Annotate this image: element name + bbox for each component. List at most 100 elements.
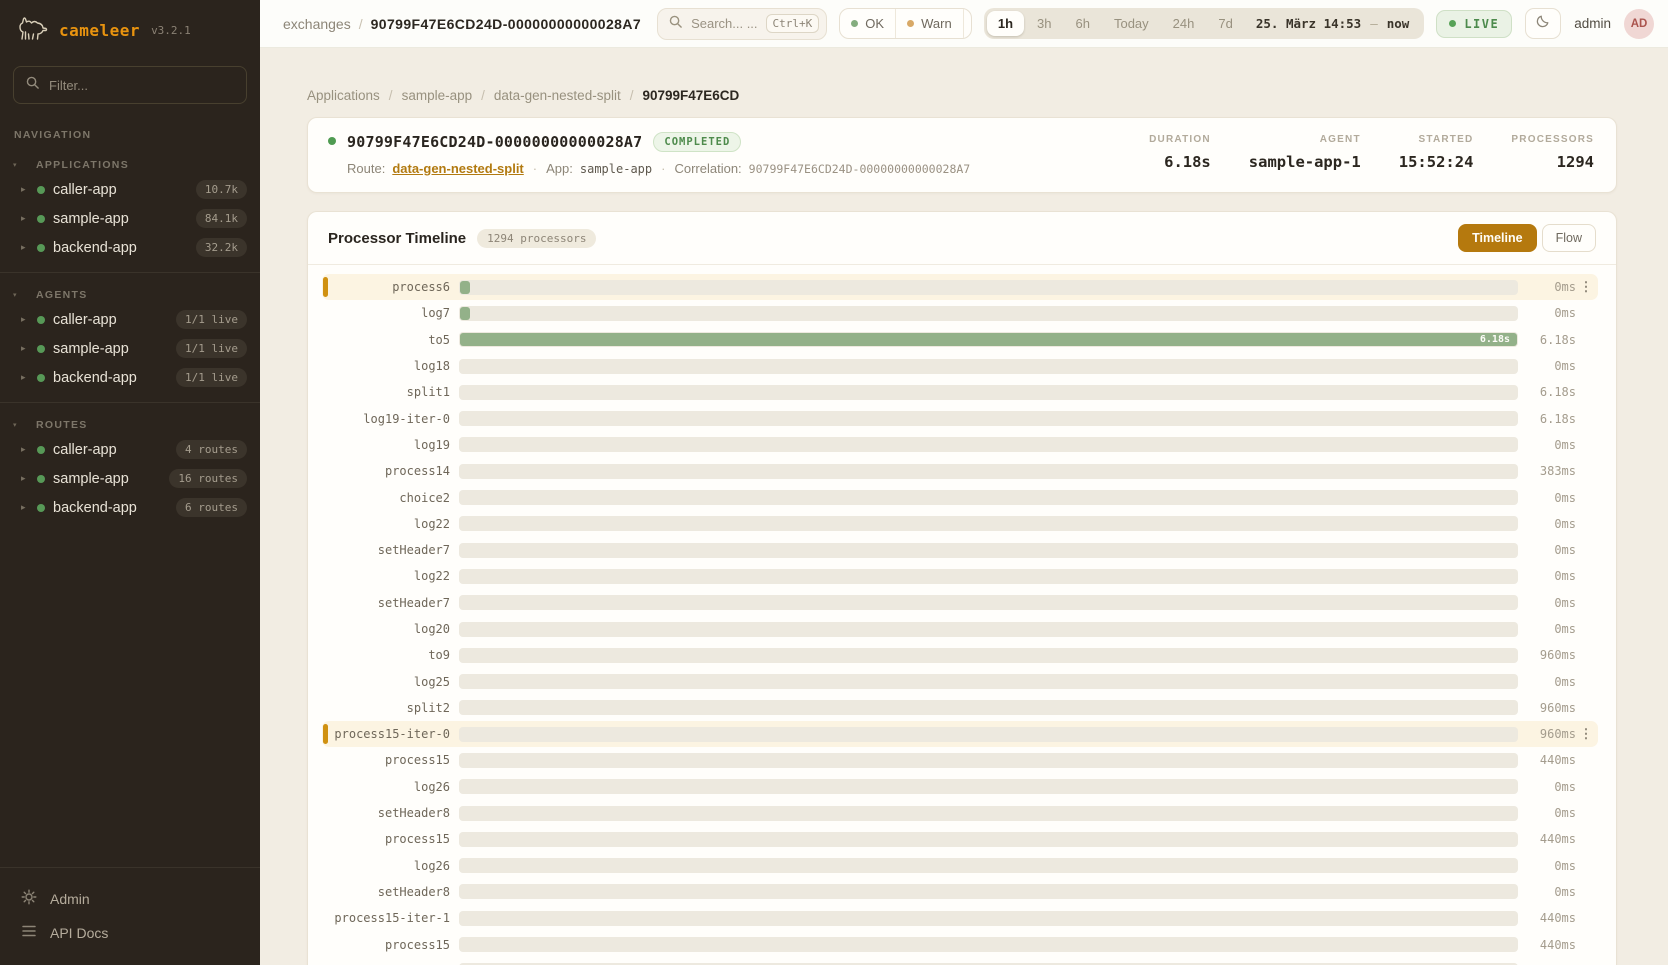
timeline-track xyxy=(459,384,1518,400)
timeline-row-process15[interactable]: process15 440ms ⋮ xyxy=(322,931,1598,957)
sidebar-section-header[interactable]: ▾ ROUTES xyxy=(0,409,260,435)
processor-name: log26 xyxy=(332,964,450,965)
timeline-row-setHeader8[interactable]: setHeader8 0ms ⋮ xyxy=(322,879,1598,905)
chevron-right-icon[interactable]: ▸ xyxy=(21,242,26,252)
timeline-row-setHeader8[interactable]: setHeader8 0ms ⋮ xyxy=(322,800,1598,826)
chevron-right-icon[interactable]: ▸ xyxy=(21,213,26,223)
exchange-stats: DURATION 6.18s AGENT sample-app-1 STARTE… xyxy=(1149,132,1594,176)
timeline-track xyxy=(459,858,1518,874)
timeline-row-log19-iter-0[interactable]: log19-iter-0 6.18s ⋮ xyxy=(322,405,1598,431)
chevron-right-icon[interactable]: ▸ xyxy=(21,314,26,324)
breadcrumb-sample-app[interactable]: sample-app xyxy=(401,88,473,103)
status-filter-warn[interactable]: Warn xyxy=(895,9,963,38)
timeline-row-split1[interactable]: split1 6.18s ⋮ xyxy=(322,379,1598,405)
duration-value: 0ms xyxy=(1554,622,1576,636)
timeline-row-process14[interactable]: process14 383ms ⋮ xyxy=(322,458,1598,484)
sidebar-item-caller-app[interactable]: ▸ caller-app 4 routes xyxy=(0,435,260,464)
sidebar-section-label: APPLICATIONS xyxy=(36,159,129,171)
timeline-row-log26[interactable]: log26 0ms ⋮ xyxy=(322,958,1598,965)
sidebar-item-backend-app[interactable]: ▸ backend-app 6 routes xyxy=(0,493,260,522)
chevron-down-icon[interactable]: ▾ xyxy=(13,422,17,429)
time-range-today[interactable]: Today xyxy=(1113,16,1149,31)
time-range-24h[interactable]: 24h xyxy=(1172,16,1195,31)
app-value: sample-app xyxy=(579,162,653,176)
timeline-row-process15-iter-0[interactable]: process15-iter-0 960ms ⋮ xyxy=(322,721,1598,748)
timeline-row-process15[interactable]: process15 440ms ⋮ xyxy=(322,826,1598,852)
sidebar-item-badge: 1/1 live xyxy=(176,368,247,387)
logo[interactable]: cameleer v3.2.1 xyxy=(0,0,260,54)
sidebar-item-sample-app[interactable]: ▸ sample-app 16 routes xyxy=(0,464,260,493)
avatar[interactable]: AD xyxy=(1624,8,1654,39)
row-menu-icon[interactable]: ⋮ xyxy=(1579,279,1593,295)
sidebar-item-badge: 4 routes xyxy=(176,440,247,459)
chevron-right-icon[interactable]: ▸ xyxy=(21,343,26,353)
breadcrumb-applications[interactable]: Applications xyxy=(307,88,380,103)
time-range-7d[interactable]: 7d xyxy=(1218,16,1233,31)
processor-name: log26 xyxy=(413,779,450,794)
sidebar-section-header[interactable]: ▾ APPLICATIONS xyxy=(0,149,260,175)
timeline-row-log26[interactable]: log26 0ms ⋮ xyxy=(322,853,1598,879)
timeline-row-process15-iter-1[interactable]: process15-iter-1 440ms ⋮ xyxy=(322,905,1598,931)
sidebar-section-header[interactable]: ▾ AGENTS xyxy=(0,279,260,305)
sidebar-item-sample-app[interactable]: ▸ sample-app 84.1k xyxy=(0,204,260,233)
chevron-right-icon[interactable]: ▸ xyxy=(21,444,26,454)
timeline-row-log26[interactable]: log26 0ms ⋮ xyxy=(322,774,1598,800)
status-filter-ok[interactable]: OK xyxy=(840,9,895,38)
sidebar-item-caller-app[interactable]: ▸ caller-app 1/1 live xyxy=(0,305,260,334)
live-badge[interactable]: LIVE xyxy=(1436,9,1513,38)
time-range-1h[interactable]: 1h xyxy=(986,11,1025,36)
tab-flow[interactable]: Flow xyxy=(1541,224,1596,252)
duration-value: 0ms xyxy=(1554,595,1576,610)
user-name[interactable]: admin xyxy=(1574,16,1611,31)
duration-bar xyxy=(460,280,470,294)
sidebar-item-api-docs[interactable]: API Docs xyxy=(0,916,260,949)
timeline-row-split2[interactable]: split2 960ms ⋮ xyxy=(322,695,1598,721)
duration-value: 960ms xyxy=(1539,700,1576,715)
timeline-row-choice2[interactable]: choice2 0ms ⋮ xyxy=(322,484,1598,510)
sidebar-item-backend-app[interactable]: ▸ backend-app 32.2k xyxy=(0,233,260,262)
timeline-row-log19[interactable]: log19 0ms ⋮ xyxy=(322,432,1598,458)
search-input[interactable]: Search... ... Ctrl+K xyxy=(657,7,828,40)
timeline-track xyxy=(459,805,1518,821)
sidebar-item-backend-app[interactable]: ▸ backend-app 1/1 live xyxy=(0,363,260,392)
timeline-row-setHeader7[interactable]: setHeader7 0ms ⋮ xyxy=(322,537,1598,563)
breadcrumb-exchanges[interactable]: exchanges xyxy=(283,15,351,32)
timeline-row-log22[interactable]: log22 0ms ⋮ xyxy=(322,511,1598,537)
chevron-right-icon[interactable]: ▸ xyxy=(21,473,26,483)
breadcrumb-route[interactable]: data-gen-nested-split xyxy=(493,88,621,103)
row-menu-icon[interactable]: ⋮ xyxy=(1579,726,1593,742)
status-filter-group: OK Warn Error xyxy=(839,8,972,39)
chevron-right-icon[interactable]: ▸ xyxy=(21,502,26,512)
timeline-row-log22[interactable]: log22 0ms ⋮ xyxy=(322,563,1598,589)
timeline-row-log20[interactable]: log20 0ms ⋮ xyxy=(322,616,1598,642)
sidebar-item-label: caller-app xyxy=(53,181,117,198)
status-filter-error[interactable]: Error xyxy=(962,9,971,38)
timeline-row-log7[interactable]: log7 0ms ⋮ xyxy=(322,300,1598,326)
moon-icon xyxy=(1535,13,1551,34)
time-range-3h[interactable]: 3h xyxy=(1037,16,1052,31)
chevron-down-icon[interactable]: ▾ xyxy=(13,292,17,299)
sidebar-filter[interactable] xyxy=(13,66,247,104)
duration-value: 6.18s xyxy=(1539,411,1576,426)
tab-timeline[interactable]: Timeline xyxy=(1458,224,1537,252)
processor-name: process15 xyxy=(384,832,450,847)
date-range-display[interactable]: 25. März 14:53 — now xyxy=(1256,16,1409,31)
timeline-track xyxy=(459,437,1518,453)
chevron-right-icon[interactable]: ▸ xyxy=(21,372,26,382)
timeline-row-process6[interactable]: process6 0ms ⋮ xyxy=(322,274,1598,301)
route-link[interactable]: data-gen-nested-split xyxy=(392,161,524,176)
time-range-6h[interactable]: 6h xyxy=(1075,16,1090,31)
chevron-right-icon[interactable]: ▸ xyxy=(21,184,26,194)
chevron-down-icon[interactable]: ▾ xyxy=(13,162,17,169)
timeline-row-log25[interactable]: log25 0ms ⋮ xyxy=(322,668,1598,694)
timeline-row-log18[interactable]: log18 0ms ⋮ xyxy=(322,353,1598,379)
sidebar-item-caller-app[interactable]: ▸ caller-app 10.7k xyxy=(0,175,260,204)
timeline-row-setHeader7[interactable]: setHeader7 0ms ⋮ xyxy=(322,590,1598,616)
sidebar-item-admin[interactable]: Admin xyxy=(0,881,260,916)
sidebar-item-sample-app[interactable]: ▸ sample-app 1/1 live xyxy=(0,334,260,363)
filter-input[interactable] xyxy=(49,77,235,93)
timeline-row-to9[interactable]: to9 960ms ⋮ xyxy=(322,642,1598,668)
timeline-row-to5[interactable]: to5 6.18s 6.18s ⋮ xyxy=(322,327,1598,353)
timeline-row-process15[interactable]: process15 440ms ⋮ xyxy=(322,747,1598,773)
dark-mode-toggle[interactable] xyxy=(1525,8,1562,39)
